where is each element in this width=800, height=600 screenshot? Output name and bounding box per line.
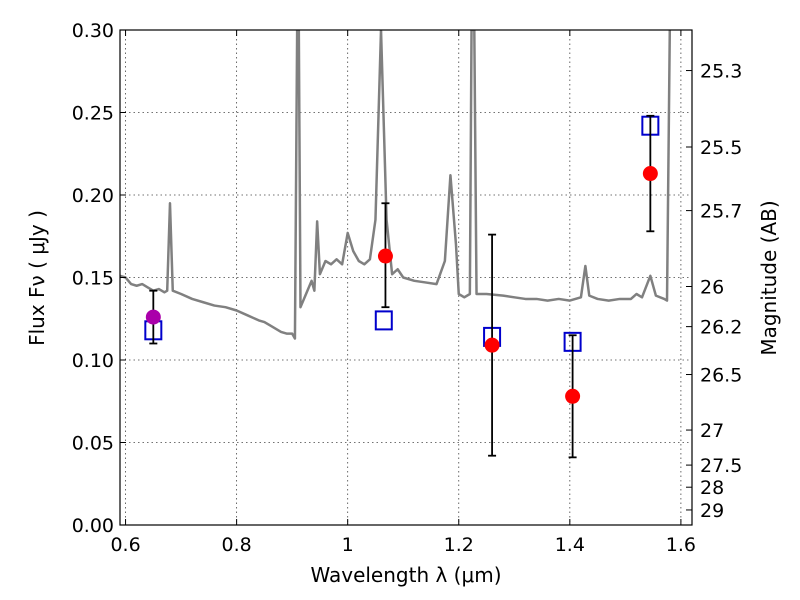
right-axis-label: Magnitude (AB)	[757, 200, 781, 355]
data-points-layer	[144, 114, 660, 459]
y-axis-label: Flux Fν ( μJy )	[25, 210, 49, 346]
right-axis-tick-label: 26.2	[700, 317, 742, 339]
observed-flux-point	[565, 388, 581, 404]
observed-flux-point	[642, 166, 658, 182]
observed-flux-point	[484, 337, 500, 353]
model-band-flux-square	[374, 310, 393, 331]
y-tick-label: 0.25	[72, 103, 114, 125]
y-axis-ticks: 0.00 0.05 0.10 0.15 0.20 0.25 0.30	[72, 20, 126, 537]
right-axis-tick-label: 26	[700, 277, 724, 299]
right-axis-tick-label: 27	[700, 420, 724, 442]
right-axis-tick-label: 25.5	[700, 137, 742, 159]
right-axis-tick-label: 26.5	[700, 365, 742, 387]
right-axis-tick-label: 29	[700, 500, 724, 522]
y-tick-label: 0.30	[72, 20, 114, 42]
right-axis-tick-label: 27.5	[700, 455, 742, 477]
right-axis-tick-label: 25.7	[700, 201, 742, 223]
y-tick-label: 0.10	[72, 350, 114, 372]
y-tick-label: 0.15	[72, 268, 114, 290]
model-spectrum-line	[120, 30, 672, 340]
x-tick-label: 1.6	[666, 534, 696, 556]
x-tick-label: 1.2	[444, 534, 474, 556]
y-tick-label: 0.05	[72, 433, 114, 455]
spectrum-layer	[120, 30, 672, 340]
optical-flux-point	[145, 309, 161, 325]
y-tick-label: 0.20	[72, 185, 114, 207]
x-tick-label: 1.4	[555, 534, 585, 556]
y-tick-label: 0.00	[72, 515, 114, 537]
right-axis-tick-label: 28	[700, 477, 724, 499]
x-axis-ticks: 0.6 0.8 1 1.2 1.4 1.6	[110, 30, 696, 556]
x-tick-label: 0.8	[222, 534, 252, 556]
x-tick-label: 0.6	[110, 534, 140, 556]
x-tick-label: 1	[342, 534, 354, 556]
x-axis-label: Wavelength λ (μm)	[310, 563, 501, 587]
observed-flux-point	[377, 248, 393, 264]
right-axis-tick-label: 25.3	[700, 61, 742, 83]
